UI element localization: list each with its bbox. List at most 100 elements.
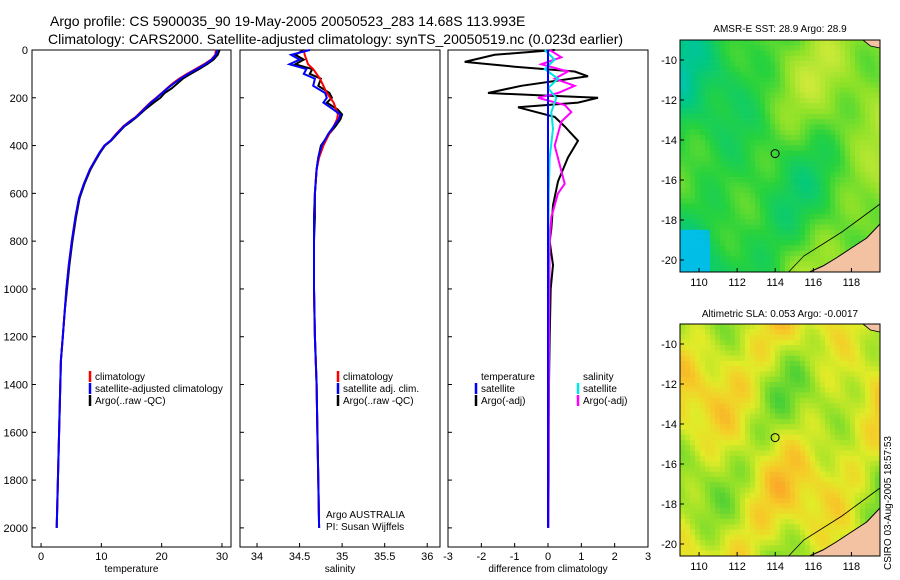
heatmap-cell (750, 482, 756, 488)
heatmap-cell (795, 545, 801, 552)
heatmap-cell (790, 66, 796, 72)
heatmap-cell (750, 214, 756, 220)
heatmap-cell (730, 145, 736, 152)
heatmap-cell (700, 250, 706, 257)
heatmap-cell (760, 540, 766, 546)
heatmap-cell (850, 445, 856, 451)
heatmap-cell (720, 182, 726, 188)
heatmap-cell (750, 266, 756, 273)
heatmap-cell (740, 45, 746, 51)
heatmap-cell (725, 156, 731, 162)
heatmap-cell (820, 177, 826, 183)
heatmap-cell (850, 61, 856, 67)
heatmap-cell (830, 324, 836, 330)
heatmap-cell (680, 66, 686, 72)
heatmap-cell (775, 424, 781, 430)
heatmap-cell (725, 219, 731, 225)
heatmap-cell (855, 382, 861, 388)
heatmap-cell (860, 418, 866, 425)
heatmap-cell (830, 376, 836, 383)
heatmap-cell (725, 550, 731, 557)
heatmap-cell (715, 382, 721, 388)
heatmap-cell (805, 103, 811, 109)
heatmap-cell (700, 266, 706, 273)
heatmap-cell (815, 519, 821, 525)
heatmap-cell (780, 256, 786, 262)
heatmap-cell (745, 119, 751, 125)
heatmap-cell (680, 508, 686, 515)
heatmap-cell (810, 182, 816, 188)
heatmap-cell (760, 550, 766, 557)
heatmap-cell (810, 508, 816, 515)
heatmap-cell (870, 108, 876, 115)
heatmap-cell (840, 466, 846, 472)
heatmap-cell (825, 208, 831, 215)
heatmap-cell (830, 145, 836, 152)
heatmap-cell (835, 360, 841, 367)
heatmap-cell (830, 229, 836, 236)
heatmap-cell (715, 245, 721, 252)
heatmap-cell (685, 134, 691, 141)
heatmap-cell (705, 498, 711, 504)
heatmap-cell (700, 424, 706, 430)
heatmap-cell (750, 476, 756, 483)
heatmap-cell (750, 140, 756, 146)
heatmap-cell (790, 345, 796, 351)
heatmap-cell (730, 208, 736, 215)
heatmap-cell (770, 513, 776, 520)
heatmap-cell (725, 124, 731, 130)
heatmap-cell (690, 124, 696, 130)
heatmap-cell (800, 240, 806, 246)
heatmap-cell (685, 476, 691, 483)
heatmap-cell (715, 503, 721, 509)
heatmap-cell (730, 524, 736, 530)
heatmap-cell (710, 376, 716, 383)
heatmap-cell (820, 324, 826, 330)
heatmap-cell (740, 245, 746, 252)
heatmap-cell (750, 324, 756, 330)
heatmap-cell (760, 498, 766, 504)
heatmap-cell (700, 339, 706, 346)
heatmap-cell (715, 355, 721, 362)
heatmap-cell (795, 76, 801, 83)
heatmap-cell (740, 466, 746, 472)
heatmap-cell (790, 98, 796, 104)
heatmap-cell (800, 55, 806, 62)
heatmap-cell (715, 92, 721, 99)
heatmap-cell (735, 124, 741, 130)
heatmap-cell (690, 177, 696, 183)
heatmap-cell (700, 66, 706, 72)
heatmap-cell (825, 397, 831, 404)
heatmap-cell (680, 376, 686, 383)
heatmap-cell (830, 171, 836, 178)
heatmap-cell (820, 424, 826, 430)
heatmap-cell (695, 134, 701, 141)
heatmap-cell (785, 350, 791, 356)
heatmap-cell (835, 119, 841, 125)
heatmap-cell (680, 513, 686, 520)
heatmap-cell (865, 76, 871, 83)
heatmap-cell (835, 524, 841, 530)
heatmap-cell (865, 445, 871, 451)
heatmap-cell (760, 71, 766, 78)
heatmap-cell (790, 124, 796, 130)
heatmap-cell (710, 329, 716, 335)
heatmap-cell (730, 103, 736, 109)
heatmap-cell (680, 219, 686, 225)
heatmap-cell (835, 382, 841, 388)
heatmap-cell (705, 371, 711, 378)
heatmap-cell (855, 492, 861, 499)
heatmap-cell (685, 250, 691, 257)
heatmap-cell (795, 482, 801, 488)
bathymetry-contour (788, 203, 881, 273)
heatmap-cell (860, 487, 866, 494)
heatmap-cell (860, 229, 866, 236)
heatmap-cell (795, 245, 801, 252)
heatmap-cell (750, 360, 756, 367)
heatmap-cell (740, 198, 746, 204)
heatmap-cell (825, 519, 831, 525)
heatmap-cell (750, 156, 756, 162)
heatmap-cell (875, 355, 881, 362)
heatmap-cell (840, 161, 846, 167)
heatmap-cell (810, 382, 816, 388)
